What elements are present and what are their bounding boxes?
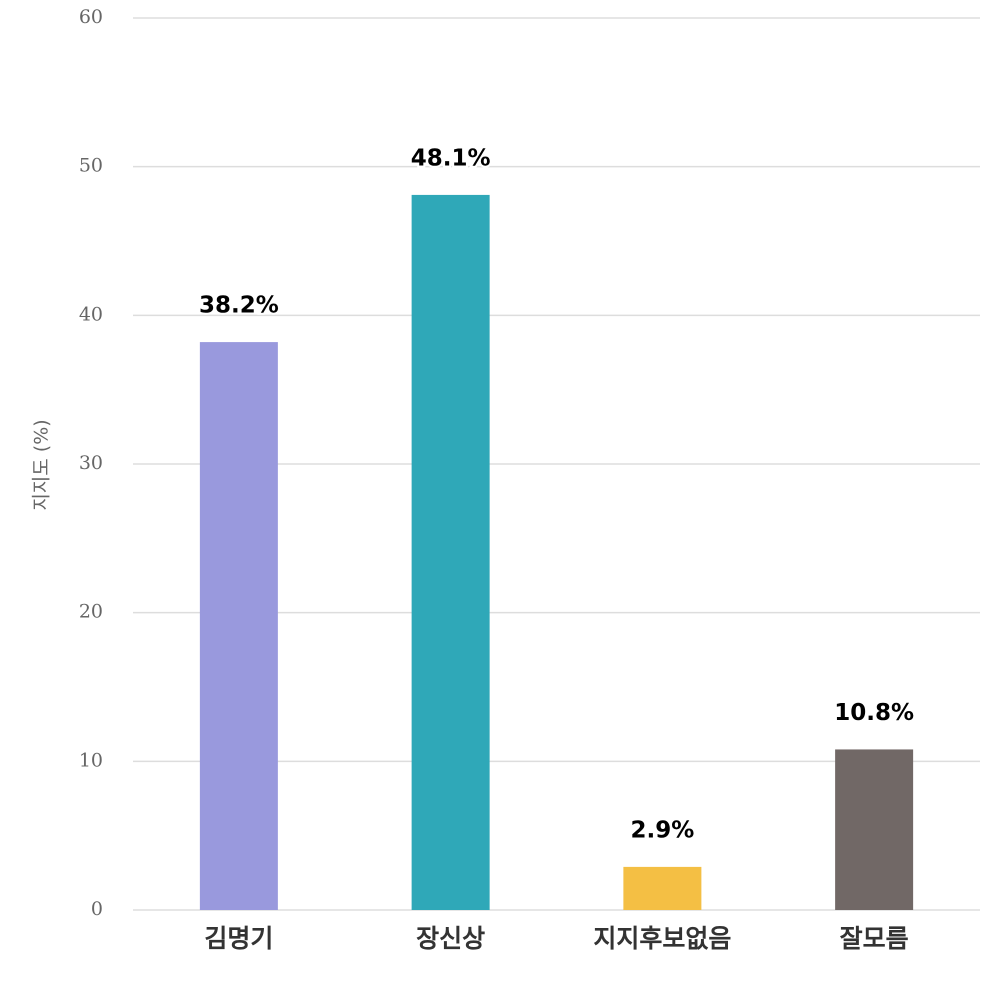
- bar: [411, 194, 490, 910]
- bar: [199, 342, 278, 910]
- x-tick-label: 장신상: [416, 924, 485, 953]
- y-tick-label: 60: [79, 6, 103, 28]
- value-label: 10.8%: [834, 700, 914, 726]
- value-label: 48.1%: [411, 145, 491, 171]
- x-tick-label: 지지후보없음: [593, 924, 731, 953]
- y-axis-label: 지지도 (%): [31, 419, 53, 510]
- x-tick-label: 김명기: [204, 924, 273, 953]
- value-label: 2.9%: [630, 817, 694, 843]
- x-tick-label: 잘모름: [840, 924, 909, 953]
- bar: [835, 749, 914, 910]
- y-tick-label: 20: [79, 601, 103, 623]
- y-tick-label: 50: [79, 155, 103, 177]
- y-tick-label: 30: [79, 452, 103, 474]
- y-tick-label: 0: [91, 898, 103, 920]
- y-tick-label: 10: [79, 749, 103, 771]
- value-label: 38.2%: [199, 293, 279, 319]
- y-tick-label: 40: [79, 303, 103, 325]
- bar: [623, 866, 702, 910]
